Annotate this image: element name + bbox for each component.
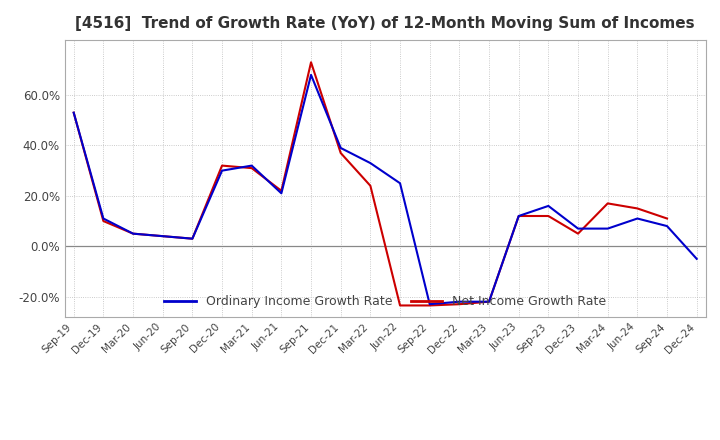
Ordinary Income Growth Rate: [662, 224, 671, 229]
Ordinary Income Growth Rate: [217, 168, 226, 173]
Ordinary Income Growth Rate: [277, 191, 286, 196]
Net Income Growth Rate: [69, 110, 78, 115]
Line: Net Income Growth Rate: Net Income Growth Rate: [73, 62, 667, 305]
Ordinary Income Growth Rate: [248, 163, 256, 168]
Net Income Growth Rate: [129, 231, 138, 236]
Net Income Growth Rate: [396, 303, 405, 308]
Ordinary Income Growth Rate: [69, 110, 78, 115]
Ordinary Income Growth Rate: [129, 231, 138, 236]
Ordinary Income Growth Rate: [514, 213, 523, 219]
Ordinary Income Growth Rate: [188, 236, 197, 241]
Net Income Growth Rate: [662, 216, 671, 221]
Ordinary Income Growth Rate: [307, 72, 315, 77]
Net Income Growth Rate: [574, 231, 582, 236]
Net Income Growth Rate: [248, 165, 256, 171]
Ordinary Income Growth Rate: [426, 301, 434, 307]
Ordinary Income Growth Rate: [455, 299, 464, 304]
Ordinary Income Growth Rate: [99, 216, 108, 221]
Title: [4516]  Trend of Growth Rate (YoY) of 12-Month Moving Sum of Incomes: [4516] Trend of Growth Rate (YoY) of 12-…: [76, 16, 695, 32]
Net Income Growth Rate: [158, 234, 167, 239]
Ordinary Income Growth Rate: [633, 216, 642, 221]
Net Income Growth Rate: [633, 206, 642, 211]
Net Income Growth Rate: [485, 299, 493, 304]
Net Income Growth Rate: [99, 218, 108, 224]
Net Income Growth Rate: [277, 188, 286, 194]
Net Income Growth Rate: [217, 163, 226, 168]
Ordinary Income Growth Rate: [366, 161, 374, 166]
Net Income Growth Rate: [336, 150, 345, 156]
Net Income Growth Rate: [544, 213, 553, 219]
Ordinary Income Growth Rate: [603, 226, 612, 231]
Ordinary Income Growth Rate: [485, 299, 493, 304]
Ordinary Income Growth Rate: [396, 180, 405, 186]
Net Income Growth Rate: [603, 201, 612, 206]
Ordinary Income Growth Rate: [336, 145, 345, 150]
Net Income Growth Rate: [307, 60, 315, 65]
Line: Ordinary Income Growth Rate: Ordinary Income Growth Rate: [73, 75, 697, 304]
Net Income Growth Rate: [455, 301, 464, 307]
Ordinary Income Growth Rate: [574, 226, 582, 231]
Ordinary Income Growth Rate: [693, 256, 701, 261]
Legend: Ordinary Income Growth Rate, Net Income Growth Rate: Ordinary Income Growth Rate, Net Income …: [159, 290, 611, 313]
Ordinary Income Growth Rate: [158, 234, 167, 239]
Net Income Growth Rate: [426, 303, 434, 308]
Net Income Growth Rate: [366, 183, 374, 188]
Ordinary Income Growth Rate: [544, 203, 553, 209]
Net Income Growth Rate: [514, 213, 523, 219]
Net Income Growth Rate: [188, 236, 197, 241]
